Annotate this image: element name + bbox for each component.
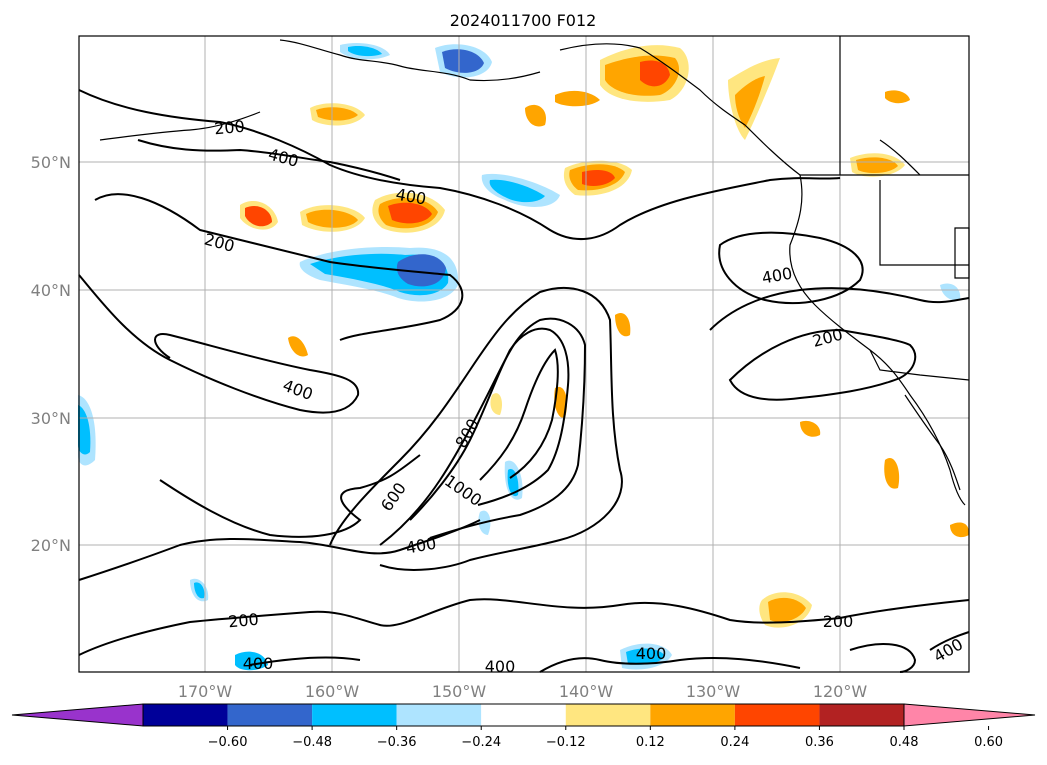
colorbar-segment <box>819 704 904 726</box>
colorbar-tick-label: 0.36 <box>805 735 834 750</box>
lon-label: 160°W <box>305 682 360 701</box>
colorbar-tick-label: −0.36 <box>377 735 417 750</box>
colorbar-segment <box>312 704 397 726</box>
contour-label: 200 <box>227 610 259 632</box>
colorbar-segment <box>650 704 735 726</box>
map-title: 2024011700 F012 <box>450 11 597 30</box>
lon-label: 140°W <box>559 682 614 701</box>
colorbar-segment <box>565 704 651 726</box>
contour-label: 200 <box>213 117 245 139</box>
contour-lines <box>78 89 970 673</box>
colorbar-extend-max <box>903 703 1036 727</box>
lat-label: 30°N <box>31 409 71 428</box>
colorbar-tick-label: −0.12 <box>546 735 586 750</box>
contour-label: 400 <box>636 644 667 663</box>
lat-labels: 50°N 40°N 30°N 20°N <box>31 153 71 555</box>
lat-label: 40°N <box>31 281 71 300</box>
colorbar-tick-label: 0.12 <box>636 735 665 750</box>
colorbar-segment <box>227 704 313 726</box>
coastlines <box>99 36 970 506</box>
colorbar-segment <box>143 704 228 726</box>
lon-label: 130°W <box>686 682 741 701</box>
lon-label: 120°W <box>813 682 868 701</box>
gridlines <box>79 36 969 672</box>
colorbar-tick-label: −0.24 <box>461 735 501 750</box>
colorbar: −0.60 −0.48 −0.36 −0.24 −0.12 0.12 0.24 0.36 0.4… <box>11 703 1036 750</box>
colorbar-tick-label: 0.24 <box>720 735 749 750</box>
contour-label: 200 <box>823 612 854 631</box>
colorbar-tick-label: 0.60 <box>974 735 1003 750</box>
contour-label: 400 <box>243 654 274 673</box>
colorbar-tick-label: −0.48 <box>292 735 332 750</box>
lon-label: 150°W <box>432 682 487 701</box>
map-panel: 200 400 400 200 400 800 1000 600 400 400… <box>78 35 970 676</box>
colorbar-segment <box>396 704 482 726</box>
colorbar-extend-min <box>11 703 144 727</box>
colorbar-tick-label: 0.48 <box>890 735 919 750</box>
colorbar-segment <box>734 704 820 726</box>
lat-label: 50°N <box>31 153 71 172</box>
lat-label: 20°N <box>31 536 71 555</box>
lon-label: 170°W <box>178 682 233 701</box>
contour-label: 400 <box>485 657 516 676</box>
shaded-field <box>78 43 970 671</box>
colorbar-segment <box>481 704 566 726</box>
colorbar-tick-label: −0.60 <box>208 735 248 750</box>
lon-labels: 170°W 160°W 150°W 140°W 130°W 120°W <box>178 682 868 701</box>
